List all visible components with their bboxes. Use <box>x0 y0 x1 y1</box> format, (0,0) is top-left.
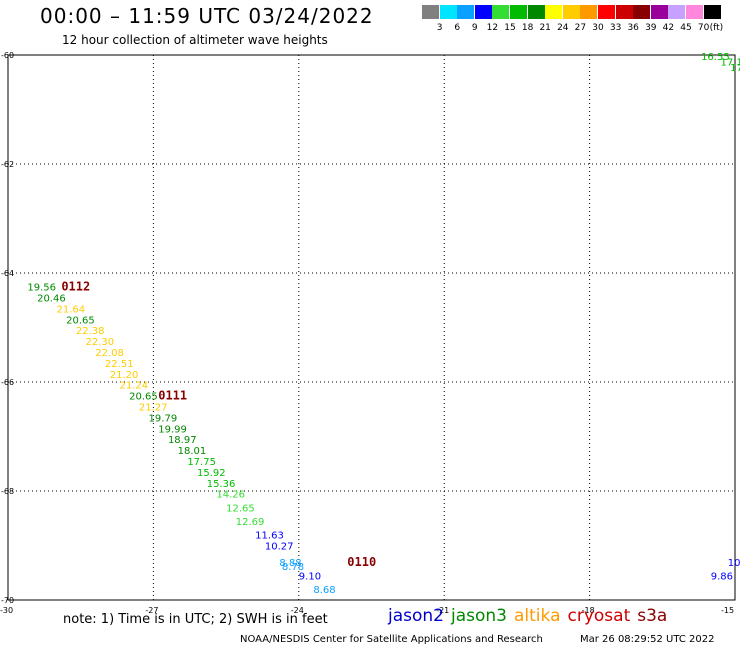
wave-height-value: 18.97 <box>168 435 197 446</box>
colorbar-swatch <box>562 5 580 19</box>
wave-height-value: 11.63 <box>255 531 284 542</box>
wave-height-value: 22.30 <box>86 337 115 348</box>
satellite-legend-item: altika <box>514 606 561 626</box>
colorbar-swatch <box>668 5 686 19</box>
wave-height-value: 10.5 <box>728 558 740 569</box>
colorbar-tick-label: 39 <box>645 23 657 33</box>
wave-height-value: 20.65 <box>129 392 158 403</box>
lon-label: -30 <box>0 606 13 615</box>
colorbar-swatch <box>686 5 703 19</box>
credit-text: NOAA/NESDIS Center for Satellite Applica… <box>240 634 543 645</box>
wave-height-value: 17. <box>730 63 740 74</box>
wave-height-value: 20.65 <box>66 315 95 326</box>
wave-height-value: 17.75 <box>187 457 216 468</box>
wave-height-value: 8.78 <box>282 562 304 573</box>
wave-height-value: 21.20 <box>110 370 139 381</box>
colorbar-swatch <box>457 5 475 19</box>
map-frame <box>7 54 736 601</box>
colorbar-tick-label: 33 <box>609 23 622 33</box>
lat-label: -62 <box>1 160 14 169</box>
wave-height-value: 9.10 <box>299 571 321 582</box>
colorbar-swatch <box>703 5 721 19</box>
colorbar-swatch <box>492 5 510 19</box>
wave-height-value: 18.01 <box>178 446 207 457</box>
wave-height-value: 21.64 <box>56 304 85 315</box>
pass-time-label: 0112 <box>61 280 90 294</box>
colorbar-tick-label: 21 <box>539 23 551 33</box>
colorbar-unit: (ft) <box>709 23 724 33</box>
colorbar-swatch <box>510 5 527 19</box>
colorbar-tick-label: 3 <box>436 23 443 33</box>
lat-label: -66 <box>1 378 14 387</box>
colorbar-swatch <box>580 5 598 19</box>
wave-height-value: 22.08 <box>95 348 124 359</box>
wave-height-value: 21.24 <box>119 381 148 392</box>
wave-height-value: 15.36 <box>207 479 236 490</box>
page-subtitle: 12 hour collection of altimeter wave hei… <box>62 33 328 47</box>
colorbar-swatch <box>545 5 563 19</box>
colorbar-swatch <box>598 5 615 19</box>
pass-time-label: 0111 <box>158 389 187 403</box>
satellite-legend-item: jason3 <box>451 606 507 626</box>
colorbar-tick-label: 15 <box>504 23 516 33</box>
satellite-legend-item: s3a <box>637 606 668 626</box>
lon-label: -27 <box>145 606 158 615</box>
wave-height-value: 15.92 <box>197 468 226 479</box>
lat-label: -70 <box>1 596 14 605</box>
satellite-legend: jason2 jason3 altika cryosat s3a <box>388 606 674 626</box>
colorbar-swatch <box>422 5 439 19</box>
lon-label: -24 <box>291 606 304 615</box>
colorbar-swatch <box>527 5 545 19</box>
lon-label: -21 <box>436 606 449 615</box>
wave-height-value: 9.86 <box>711 571 733 582</box>
colorbar-tick-label: 70 <box>697 23 710 33</box>
wave-height-value: 8.68 <box>313 585 335 596</box>
colorbar-swatch <box>615 5 633 19</box>
colorbar-tick-label: 30 <box>592 23 604 33</box>
satellite-legend-item: jason2 <box>388 606 444 626</box>
wave-height-value: 21.27 <box>139 403 168 414</box>
wave-height-value: 20.46 <box>37 294 66 305</box>
colorbar-swatch <box>633 5 651 19</box>
colorbar-tick-label: 36 <box>627 23 639 33</box>
page-title: 00:00 – 11:59 UTC 03/24/2022 <box>40 4 374 28</box>
wave-height-value: 14.26 <box>216 490 245 501</box>
colorbar-tick-label: 6 <box>454 23 461 33</box>
wave-height-value: 17.15 <box>720 58 740 69</box>
colorbar-tick-label: 9 <box>471 23 478 33</box>
generated-timestamp: Mar 26 08:29:52 UTC 2022 <box>580 634 715 645</box>
colorbar-tick-label: 18 <box>521 23 534 33</box>
wave-height-value: 8.88 <box>279 558 301 569</box>
colorbar-tick-label: 27 <box>574 23 587 33</box>
lat-label: -68 <box>1 487 14 496</box>
footer-note: note: 1) Time is in UTC; 2) SWH is in fe… <box>63 612 328 627</box>
colorbar-swatch <box>439 5 457 19</box>
wave-height-value: 19.99 <box>158 424 187 435</box>
wave-height-value: 19.56 <box>27 283 56 294</box>
colorbar-tick-label: 12 <box>486 23 499 33</box>
wave-height-value: 22.38 <box>76 326 105 337</box>
lon-label: -15 <box>721 606 734 615</box>
lon-label: -18 <box>582 606 595 615</box>
wave-height-value: 12.65 <box>226 503 255 514</box>
wave-height-value: 16.55 <box>701 52 730 63</box>
colorbar-swatch <box>474 5 492 19</box>
wave-height-value: 12.69 <box>236 517 265 528</box>
lat-label: -60 <box>1 51 14 60</box>
wave-height-value: 10.27 <box>265 542 294 553</box>
colorbar-tick-label: 45 <box>680 23 692 33</box>
wave-height-value: 19.79 <box>149 413 178 424</box>
colorbar-tick-label: 24 <box>557 23 569 33</box>
lat-label: -64 <box>1 269 14 278</box>
colorbar-tick-label: 42 <box>662 23 675 33</box>
satellite-legend-item: cryosat <box>567 606 631 626</box>
pass-time-label: 0110 <box>347 555 376 569</box>
colorbar-swatch <box>650 5 668 19</box>
wave-height-value: 22.51 <box>105 359 134 370</box>
